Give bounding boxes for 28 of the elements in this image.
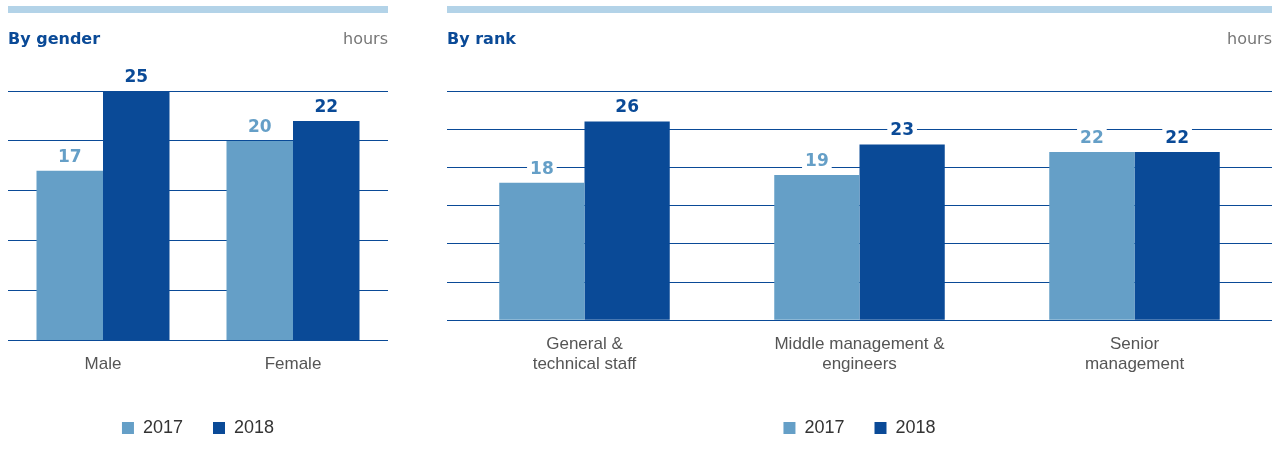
- text: hours: [343, 29, 388, 50]
- legend-label: 2018: [895, 416, 936, 437]
- data-label: 22: [1165, 127, 1189, 148]
- data-label: 17: [57, 145, 82, 166]
- bar: [36, 170, 103, 341]
- legend-label: 2018: [234, 416, 275, 437]
- chart-title: By gender: [8, 29, 101, 50]
- chart-title: By rank: [447, 29, 516, 50]
- data-label: 25: [124, 65, 149, 86]
- x-tick-label: General & technical staff: [532, 334, 637, 374]
- data-label: 26: [615, 96, 639, 117]
- text: hours: [1227, 29, 1272, 50]
- data-label: 22: [314, 95, 339, 116]
- data-label: 18: [530, 157, 554, 178]
- data-label: 20: [247, 115, 272, 136]
- x-tick-label: Female: [264, 354, 322, 374]
- bar: [1049, 152, 1135, 320]
- x-tick-label: Senior management: [1084, 334, 1185, 374]
- bar: [499, 182, 585, 320]
- bar: [226, 140, 293, 341]
- bar: [774, 175, 860, 320]
- data-label: 19: [805, 149, 829, 170]
- data-label: 23: [890, 119, 914, 140]
- data-label: 22: [1080, 127, 1104, 148]
- x-tick-label: Middle management & engineers: [774, 334, 946, 374]
- legend-label: 2017: [804, 416, 845, 437]
- legend-label: 2017: [142, 416, 183, 437]
- x-tick-label: Male: [84, 354, 122, 374]
